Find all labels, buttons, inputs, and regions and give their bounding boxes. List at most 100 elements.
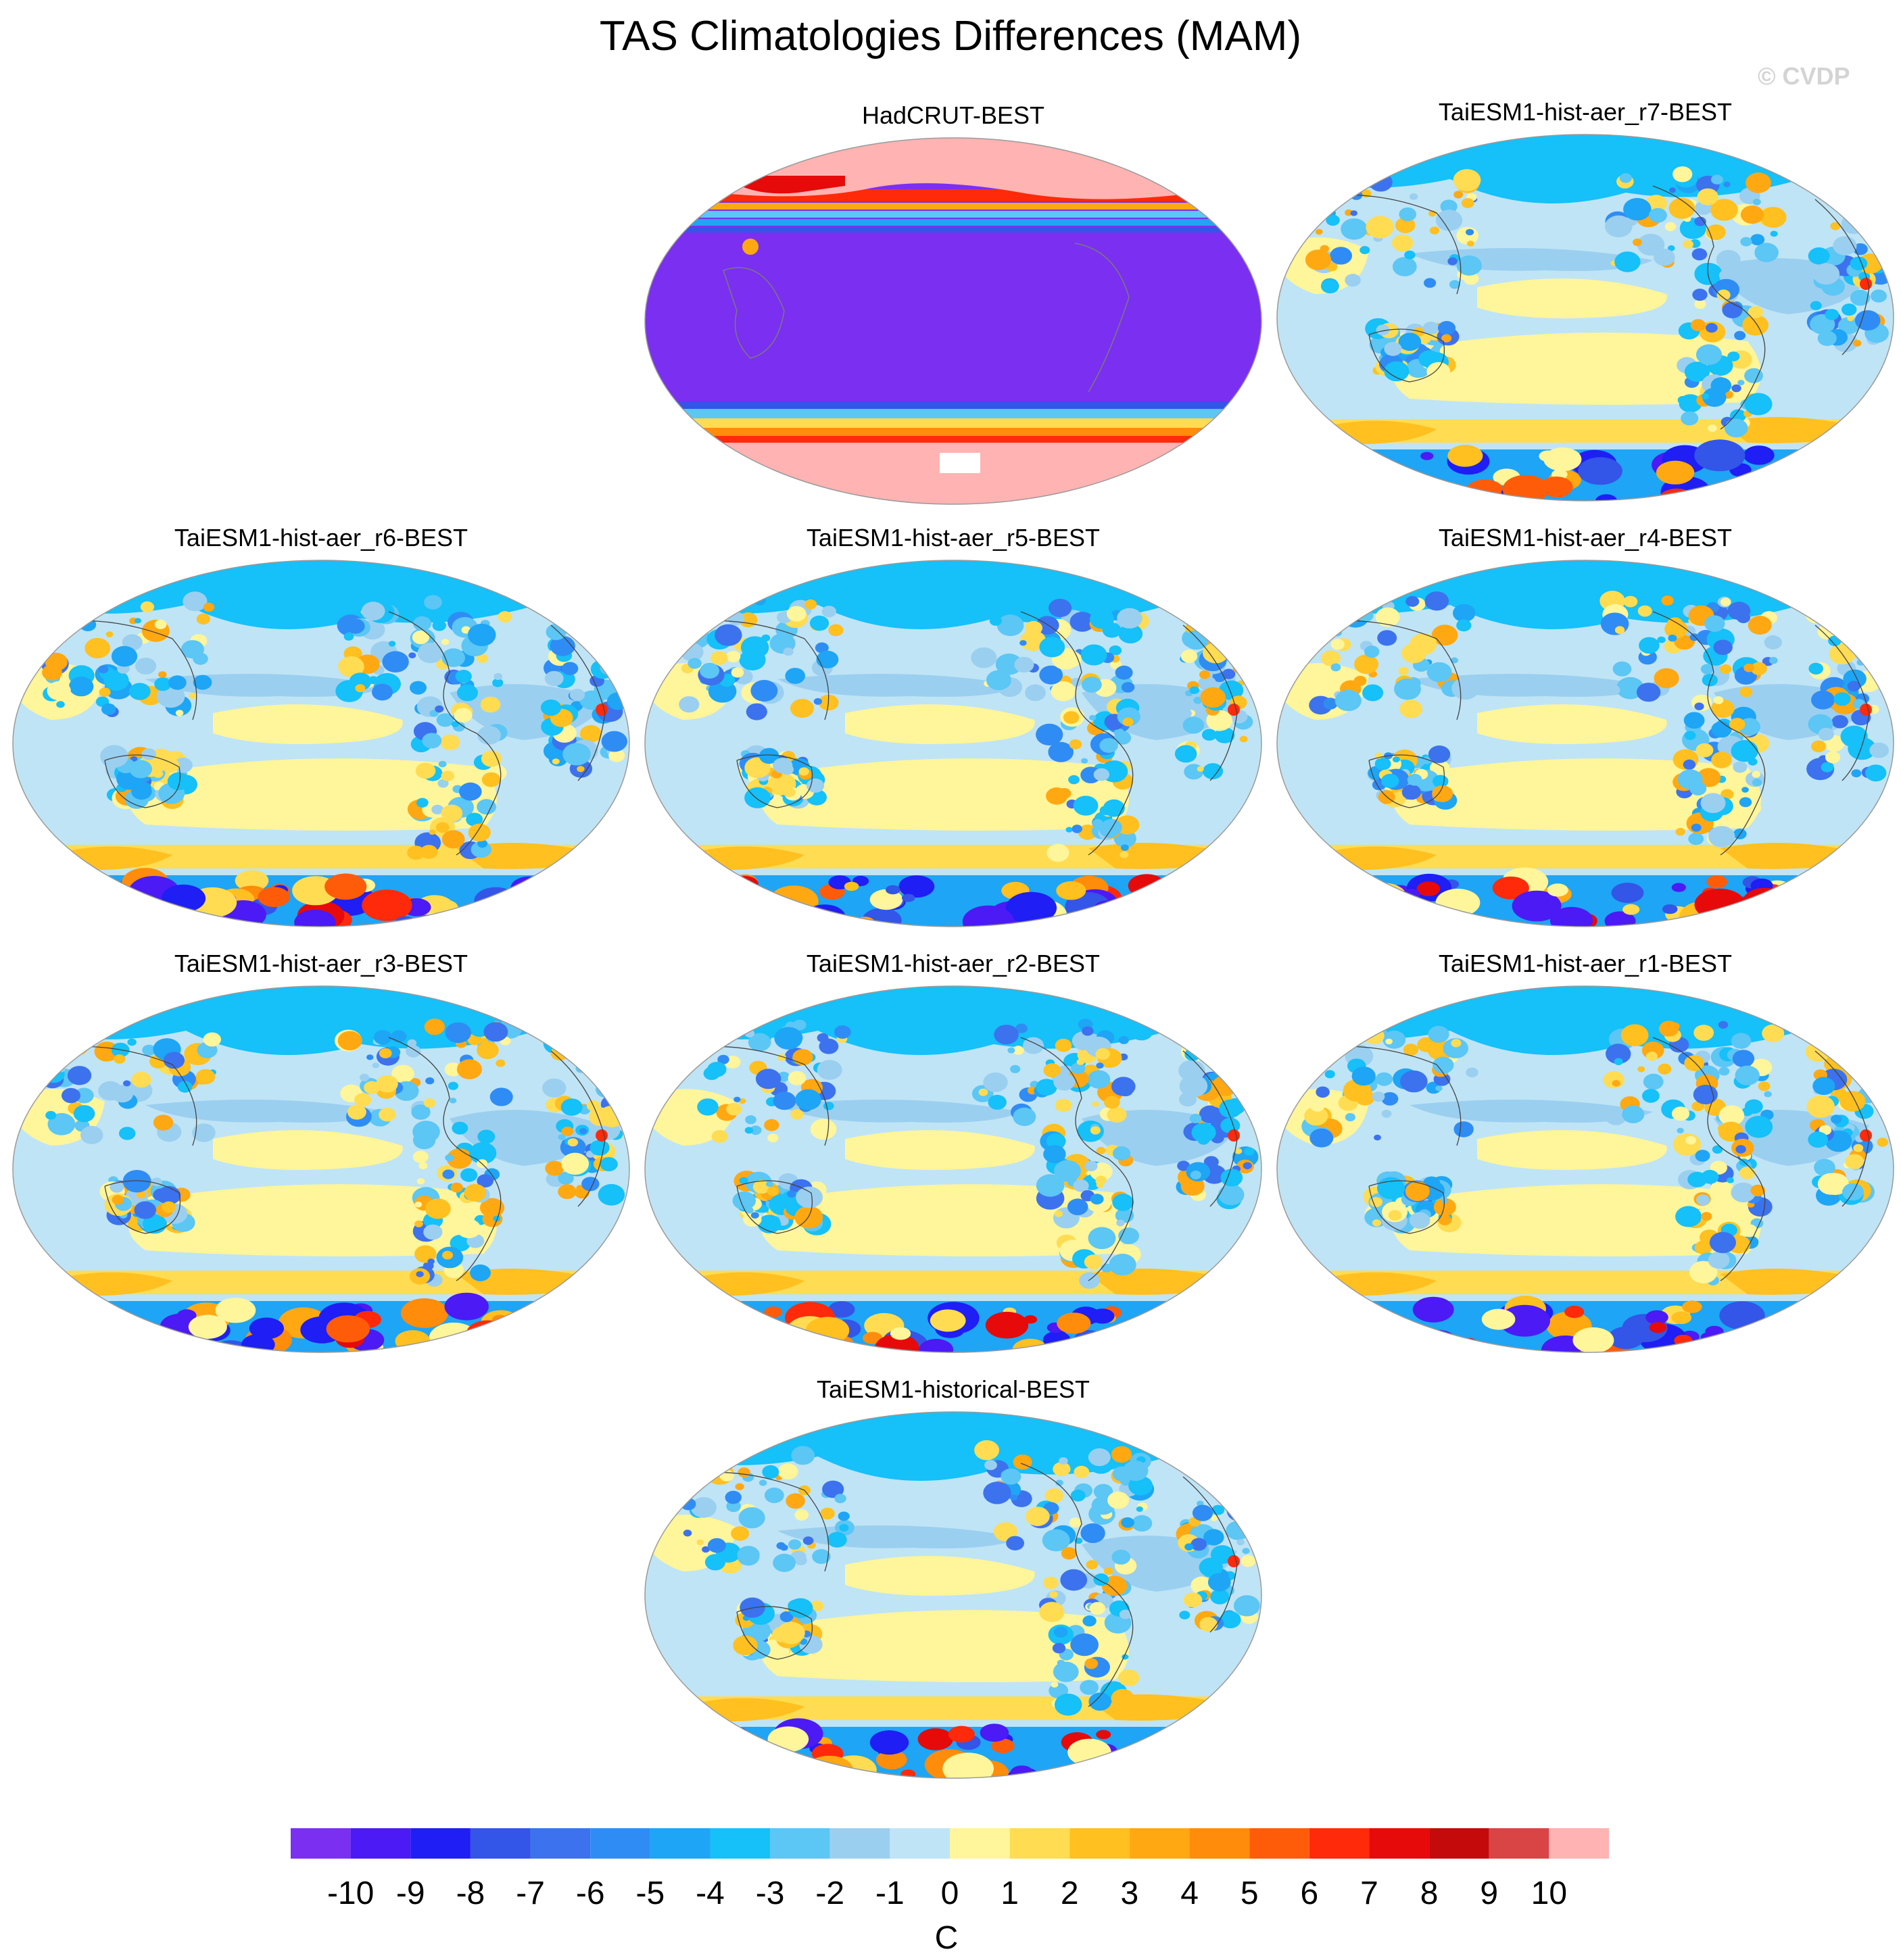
field-patch <box>550 1033 573 1051</box>
field-patch <box>1447 445 1483 467</box>
field-patch <box>359 1073 370 1081</box>
field-patch <box>748 1033 771 1052</box>
field-patch <box>1821 1314 1837 1325</box>
field-patch <box>1081 758 1088 764</box>
field-patch <box>711 651 728 665</box>
field-patch <box>63 1127 72 1134</box>
field-patch <box>94 1323 120 1340</box>
field-patch <box>140 601 155 613</box>
field-patch <box>42 664 62 681</box>
field-patch <box>1179 1075 1208 1098</box>
field-patch <box>158 671 167 679</box>
field-patch <box>1857 1304 1892 1326</box>
field-patch <box>459 782 482 801</box>
field-patch <box>47 681 71 701</box>
field-patch <box>1243 1162 1252 1170</box>
field-patch <box>1211 606 1238 627</box>
field-patch <box>1693 1085 1718 1104</box>
field-patch <box>431 804 443 814</box>
field-patch <box>99 687 111 697</box>
field-patch <box>1750 662 1767 675</box>
field-patch <box>543 896 576 916</box>
field-patch <box>93 591 112 608</box>
field-band <box>645 402 1261 409</box>
field-patch <box>552 1321 598 1350</box>
field-patch <box>1668 197 1695 219</box>
field-patch <box>1671 883 1686 892</box>
field-patch <box>1195 1300 1220 1316</box>
colorbar-tick-label: -10 <box>327 1876 374 1911</box>
field-patch <box>1074 1465 1090 1478</box>
field-patch <box>794 1206 823 1229</box>
field-patch <box>1012 1046 1024 1055</box>
field-patch <box>1864 1070 1877 1081</box>
field-patch <box>15 898 46 918</box>
field-patch <box>1195 914 1230 927</box>
field-patch <box>454 708 473 723</box>
field-patch <box>919 1339 954 1352</box>
field-patch <box>1121 1759 1163 1778</box>
field-patch <box>723 1456 736 1467</box>
field-patch <box>582 1043 592 1050</box>
field-patch <box>1637 1066 1645 1073</box>
field-patch <box>1072 825 1082 833</box>
field-patch <box>1012 1338 1049 1352</box>
field-patch <box>785 668 805 684</box>
field-patch <box>1867 619 1889 637</box>
field-patch <box>416 798 429 808</box>
field-patch <box>1623 197 1652 221</box>
field-patch <box>1706 224 1726 241</box>
field-patch <box>1362 684 1384 702</box>
field-patch <box>466 1320 509 1348</box>
field-patch <box>1683 759 1696 770</box>
field-patch <box>1639 637 1660 654</box>
field-patch <box>1441 334 1452 343</box>
field-patch <box>731 1526 750 1541</box>
field-patch <box>1060 1569 1088 1591</box>
coastline <box>1020 1463 1134 1707</box>
field-patch <box>130 914 168 927</box>
map-panel <box>644 560 1262 927</box>
field-patch <box>457 684 478 702</box>
field-patch <box>562 743 591 766</box>
field-patch <box>1398 666 1409 675</box>
field-patch <box>1788 1319 1830 1345</box>
field-patch <box>1841 214 1867 235</box>
field-patch <box>1314 184 1334 201</box>
field-patch <box>1362 1028 1373 1037</box>
field-patch <box>1683 240 1693 249</box>
field-patch <box>1438 1215 1451 1225</box>
panel-title: TaiESM1-hist-aer_r5-BEST <box>806 524 1101 552</box>
field-patch <box>1645 1052 1658 1061</box>
field-patch <box>1381 1092 1399 1106</box>
field-patch <box>1847 316 1854 322</box>
field-patch <box>1854 649 1870 661</box>
field-patch <box>1623 595 1638 608</box>
field-patch <box>1685 1135 1697 1145</box>
field-band <box>645 436 1261 443</box>
field-patch <box>1416 881 1441 896</box>
field-patch <box>1719 664 1732 674</box>
field-patch <box>1860 197 1871 205</box>
field-patch <box>1242 1548 1250 1554</box>
field-patch <box>1861 618 1890 641</box>
coastline <box>104 754 181 808</box>
field-patch <box>766 1181 774 1187</box>
field-patch <box>1172 1338 1211 1352</box>
field-patch <box>1086 597 1104 612</box>
field-patch <box>1134 1338 1176 1352</box>
field-patch <box>567 879 613 908</box>
field-patch <box>942 1753 994 1778</box>
field-patch <box>1392 257 1417 276</box>
field-patch <box>1831 610 1858 632</box>
field-patch <box>554 1307 604 1338</box>
field-patch <box>596 1129 608 1142</box>
field-patch <box>1645 1310 1668 1325</box>
field-patch <box>1049 599 1072 618</box>
field-patch <box>1693 1025 1714 1041</box>
field-patch <box>898 875 935 898</box>
field-patch <box>1372 1219 1382 1227</box>
field-patch <box>1833 1030 1857 1048</box>
field-patch <box>1022 1037 1044 1054</box>
field-patch <box>1727 1177 1734 1183</box>
